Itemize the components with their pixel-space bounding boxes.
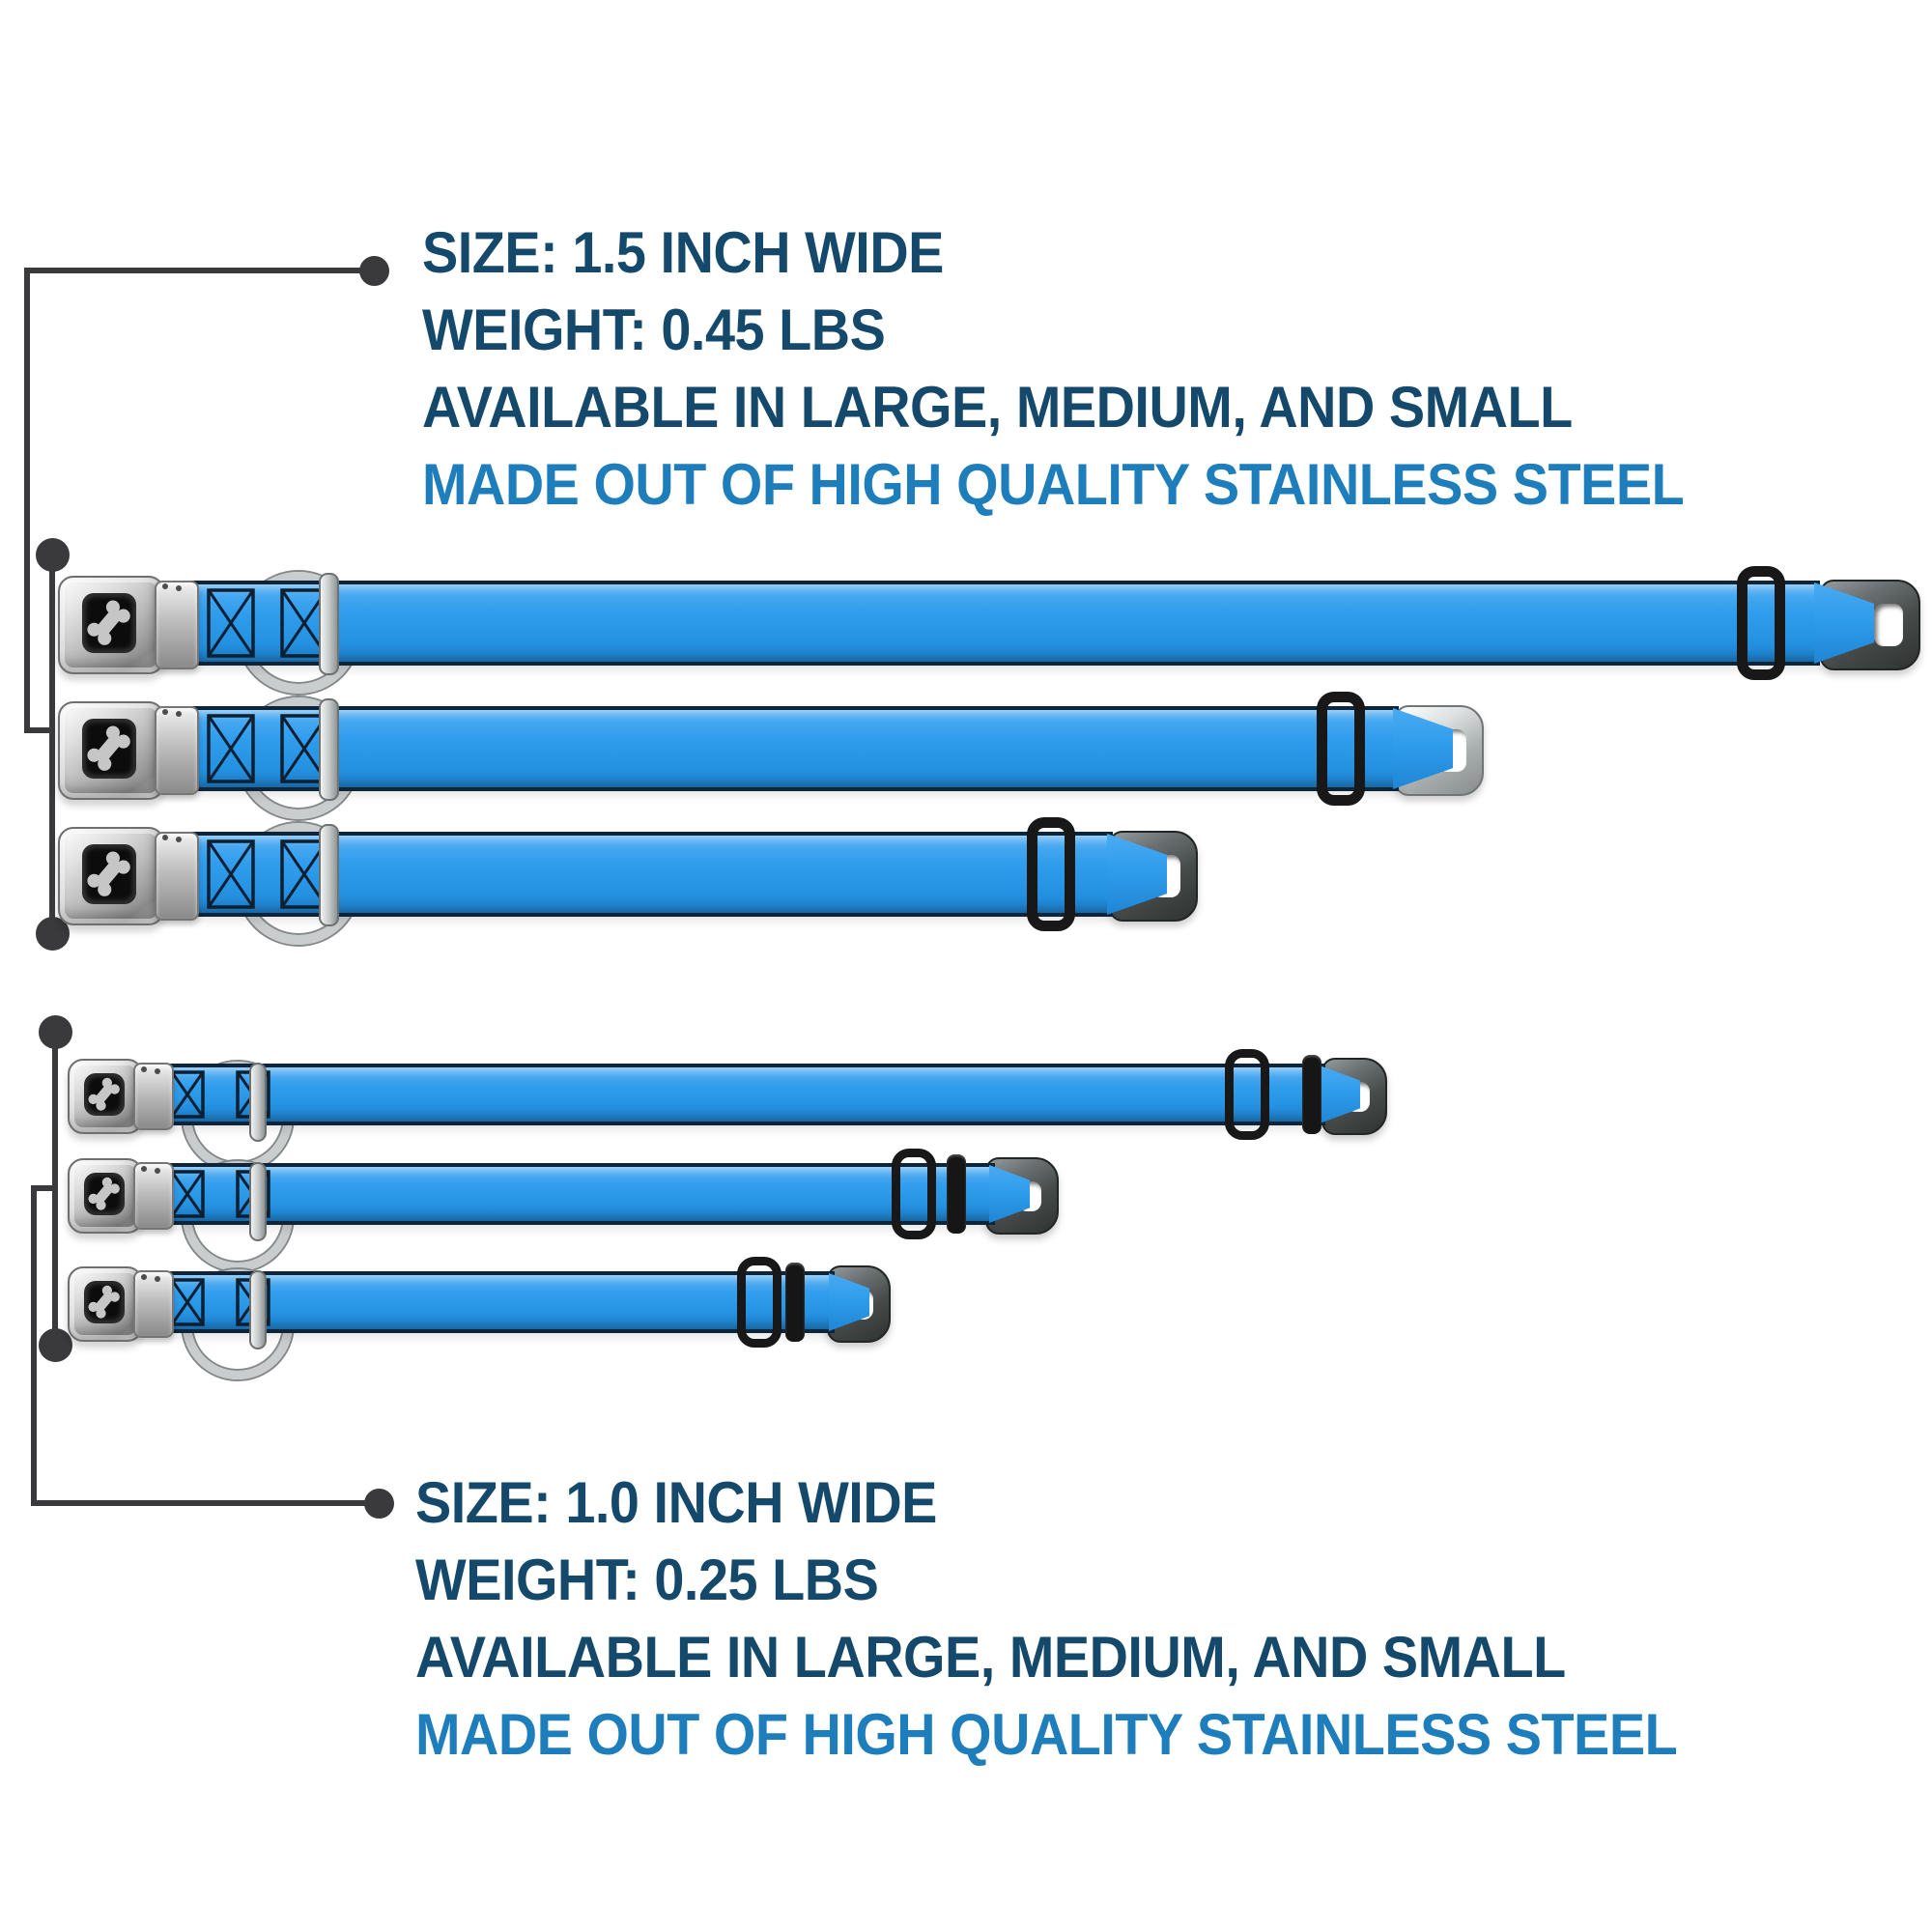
- spec-line-size: SIZE: 1.0 INCH WIDE: [415, 1470, 937, 1535]
- stitch-x-box: [170, 1070, 205, 1119]
- stitch-x-box: [207, 839, 255, 909]
- stitch-x-box: [207, 714, 255, 783]
- d-ring-front-bar: [319, 698, 339, 801]
- screw-dot: [155, 1168, 160, 1174]
- dot-marker: [359, 256, 389, 286]
- stitch-x-box: [170, 1070, 205, 1119]
- callout-line: [31, 1185, 37, 1506]
- stitch-x-box: [207, 839, 255, 909]
- spec-block-bottom: SIZE: 1.0 INCH WIDE WEIGHT: 0.25 LBS AVA…: [415, 1464, 1773, 1774]
- stitch-x-box: [207, 588, 255, 658]
- keeper-band: [1302, 1055, 1321, 1134]
- callout-line: [24, 727, 55, 733]
- screw-dot: [155, 1068, 160, 1074]
- stitch-x-box: [170, 1278, 205, 1326]
- collar-strap: [143, 1064, 1325, 1125]
- d-ring-front-bar: [319, 573, 339, 675]
- dog-bone-icon: [86, 600, 130, 645]
- callout-line: [31, 1500, 377, 1506]
- keeper-band: [947, 1154, 966, 1234]
- screw-dot: [141, 1066, 147, 1072]
- triglide-slider: [1027, 817, 1075, 931]
- keeper-band: [785, 1263, 805, 1342]
- stitch-x-box: [207, 588, 255, 658]
- buckle-hinge: [133, 1270, 174, 1338]
- callout-line: [24, 268, 30, 733]
- stitch-x-box: [170, 1170, 205, 1218]
- triglide-slider: [1737, 566, 1785, 680]
- screw-dot: [176, 711, 182, 717]
- spec-line-material: MADE OUT OF HIGH QUALITY STAINLESS STEEL: [422, 452, 1685, 517]
- dog-bone-icon: [86, 851, 130, 896]
- triglide-slider: [1225, 1049, 1269, 1140]
- stitch-x-box: [170, 1170, 205, 1218]
- spec-line-weight: WEIGHT: 0.25 LBS: [415, 1548, 879, 1612]
- dog-bone-icon: [87, 1077, 120, 1111]
- dog-bone-icon: [87, 1177, 120, 1210]
- d-ring-front-bar: [249, 1063, 267, 1142]
- screw-dot: [162, 583, 168, 589]
- collar-strap: [164, 581, 1820, 666]
- buckle-hinge: [155, 706, 199, 795]
- screw-dot: [162, 709, 168, 715]
- spec-block-top: SIZE: 1.5 INCH WIDE WEIGHT: 0.45 LBS AVA…: [422, 214, 1779, 524]
- dot-marker: [39, 1328, 72, 1362]
- buckle-logo-plate: [83, 721, 134, 777]
- screw-dot: [141, 1166, 147, 1172]
- spec-line-size: SIZE: 1.5 INCH WIDE: [422, 220, 944, 285]
- screw-dot: [162, 835, 168, 840]
- dot-marker: [36, 538, 70, 572]
- triglide-slider: [1317, 692, 1365, 806]
- screw-dot: [176, 837, 182, 842]
- screw-dot: [176, 585, 182, 591]
- triglide-slider: [737, 1257, 781, 1348]
- buckle-logo-plate: [85, 1283, 123, 1321]
- buckle-hinge: [155, 581, 199, 669]
- screw-dot: [141, 1274, 147, 1280]
- spec-line-material: MADE OUT OF HIGH QUALITY STAINLESS STEEL: [415, 1702, 1678, 1767]
- buckle-logo-plate: [83, 846, 134, 902]
- callout-line: [24, 268, 374, 273]
- callout-line: [31, 1185, 58, 1191]
- spec-line-sizes: AVAILABLE IN LARGE, MEDIUM, AND SMALL: [415, 1625, 1566, 1690]
- d-ring-front-bar: [319, 824, 339, 926]
- latch-plate-slot: [1874, 604, 1903, 646]
- screw-dot: [155, 1276, 160, 1282]
- d-ring-front-bar: [249, 1270, 267, 1350]
- spec-line-weight: WEIGHT: 0.45 LBS: [422, 298, 886, 362]
- d-ring-front-bar: [249, 1162, 267, 1241]
- stitch-x-box: [170, 1278, 205, 1326]
- stitch-x-box: [207, 714, 255, 783]
- buckle-logo-plate: [83, 595, 134, 651]
- buckle-logo-plate: [85, 1075, 123, 1114]
- dot-marker: [364, 1489, 394, 1519]
- triglide-slider: [892, 1149, 936, 1239]
- buckle-logo-plate: [85, 1175, 123, 1213]
- collar-strap: [164, 706, 1399, 791]
- buckle-hinge: [133, 1162, 174, 1230]
- dog-bone-icon: [87, 1285, 120, 1319]
- buckle-hinge: [155, 832, 199, 921]
- dog-bone-icon: [86, 725, 130, 771]
- collar-strap: [143, 1163, 995, 1225]
- callout-line: [49, 554, 55, 935]
- spec-line-sizes: AVAILABLE IN LARGE, MEDIUM, AND SMALL: [422, 375, 1573, 440]
- buckle-hinge: [133, 1063, 174, 1130]
